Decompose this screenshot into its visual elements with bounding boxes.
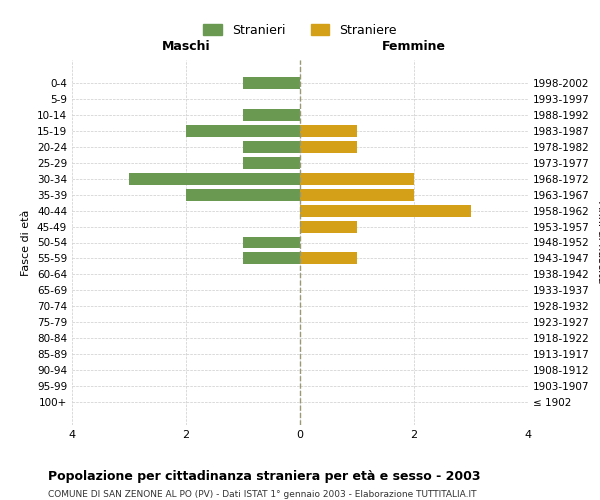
Bar bbox=[129, 172, 300, 184]
Bar bbox=[186, 188, 300, 200]
Bar bbox=[300, 124, 357, 136]
Bar bbox=[243, 252, 300, 264]
Text: Maschi: Maschi bbox=[161, 40, 211, 52]
Bar bbox=[243, 236, 300, 248]
Y-axis label: Fasce di età: Fasce di età bbox=[22, 210, 31, 276]
Text: Femmine: Femmine bbox=[382, 40, 446, 52]
Y-axis label: Anni di nascita: Anni di nascita bbox=[596, 201, 600, 284]
Bar bbox=[300, 252, 357, 264]
Text: COMUNE DI SAN ZENONE AL PO (PV) - Dati ISTAT 1° gennaio 2003 - Elaborazione TUTT: COMUNE DI SAN ZENONE AL PO (PV) - Dati I… bbox=[48, 490, 476, 499]
Legend: Stranieri, Straniere: Stranieri, Straniere bbox=[198, 19, 402, 42]
Bar bbox=[243, 76, 300, 88]
Bar bbox=[300, 220, 357, 232]
Bar bbox=[300, 172, 414, 184]
Bar bbox=[300, 204, 471, 216]
Bar bbox=[243, 108, 300, 120]
Bar bbox=[243, 156, 300, 168]
Bar bbox=[300, 140, 357, 152]
Text: Popolazione per cittadinanza straniera per età e sesso - 2003: Popolazione per cittadinanza straniera p… bbox=[48, 470, 481, 483]
Bar bbox=[300, 188, 414, 200]
Bar bbox=[243, 140, 300, 152]
Bar bbox=[186, 124, 300, 136]
